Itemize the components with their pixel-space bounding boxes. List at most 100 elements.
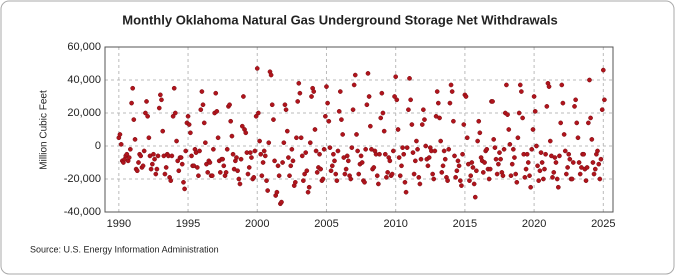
point: [272, 158, 277, 164]
point: [393, 74, 399, 80]
y-tick-label: 40,000: [67, 74, 101, 86]
point: [552, 155, 558, 160]
point: [130, 85, 136, 91]
point: [303, 150, 309, 155]
point: [312, 127, 318, 132]
point: [275, 163, 281, 169]
chart-title: Monthly Oklahoma Natural Gas Underground…: [122, 12, 557, 27]
point: [235, 168, 240, 174]
point: [354, 132, 359, 137]
point: [297, 90, 303, 96]
point: [317, 151, 322, 157]
point: [584, 165, 590, 170]
point: [403, 189, 409, 195]
point: [170, 113, 176, 119]
point: [417, 181, 423, 187]
point: [493, 156, 499, 162]
point: [149, 161, 155, 167]
point: [445, 178, 450, 183]
point: [461, 122, 467, 127]
point: [366, 94, 372, 99]
point: [132, 137, 138, 142]
point: [399, 163, 404, 169]
point: [529, 146, 535, 152]
point: [239, 123, 245, 129]
point: [598, 156, 604, 162]
point: [380, 110, 386, 116]
x-tick-label: 1995: [176, 218, 200, 230]
point: [487, 166, 493, 172]
point: [574, 120, 580, 126]
point: [416, 175, 422, 180]
point: [287, 173, 292, 179]
x-tick-label: 2005: [314, 218, 338, 230]
point: [185, 113, 191, 119]
point: [494, 171, 500, 177]
point: [419, 122, 425, 127]
point: [311, 89, 317, 94]
point: [440, 163, 446, 169]
point: [544, 104, 550, 109]
point: [314, 170, 320, 175]
point: [334, 178, 340, 183]
point: [583, 178, 589, 183]
point: [387, 158, 393, 164]
point: [591, 171, 597, 177]
point: [558, 120, 564, 126]
point: [154, 166, 160, 172]
point: [441, 148, 447, 154]
point: [406, 107, 411, 113]
point: [245, 171, 251, 177]
point: [555, 184, 561, 190]
point: [535, 163, 540, 169]
point: [396, 155, 402, 160]
point: [576, 160, 582, 165]
point: [371, 165, 377, 170]
point: [418, 156, 424, 162]
point: [160, 128, 166, 134]
point: [200, 102, 206, 108]
point: [279, 199, 284, 205]
point: [323, 113, 328, 119]
point: [547, 138, 553, 144]
point: [507, 142, 513, 147]
point: [296, 80, 302, 86]
point: [261, 148, 267, 154]
source-note: Source: U.S. Energy Information Administ…: [30, 244, 219, 254]
point: [538, 150, 544, 155]
point: [342, 171, 348, 177]
point: [117, 132, 123, 137]
point: [326, 118, 332, 124]
y-tick-label: -40,000: [64, 206, 101, 218]
y-tick-label: 0: [95, 140, 101, 152]
point: [402, 179, 408, 185]
point: [339, 117, 344, 122]
point: [517, 82, 523, 88]
point: [392, 94, 397, 99]
point: [430, 171, 435, 177]
point: [209, 173, 215, 179]
point: [329, 163, 335, 169]
point: [411, 171, 417, 177]
point: [276, 173, 282, 179]
point: [181, 179, 186, 185]
point: [230, 151, 236, 157]
point: [351, 82, 357, 88]
point: [468, 173, 474, 179]
point: [254, 66, 260, 71]
point: [355, 148, 360, 154]
point: [302, 171, 307, 177]
point: [199, 89, 205, 94]
point: [482, 160, 487, 165]
y-tick-label: 20,000: [67, 107, 101, 119]
point: [471, 181, 477, 187]
point: [325, 100, 330, 106]
point: [176, 168, 182, 174]
point: [295, 99, 301, 104]
point: [252, 148, 258, 154]
point: [522, 175, 528, 180]
point: [446, 146, 452, 152]
point: [201, 120, 207, 126]
point: [382, 151, 388, 157]
